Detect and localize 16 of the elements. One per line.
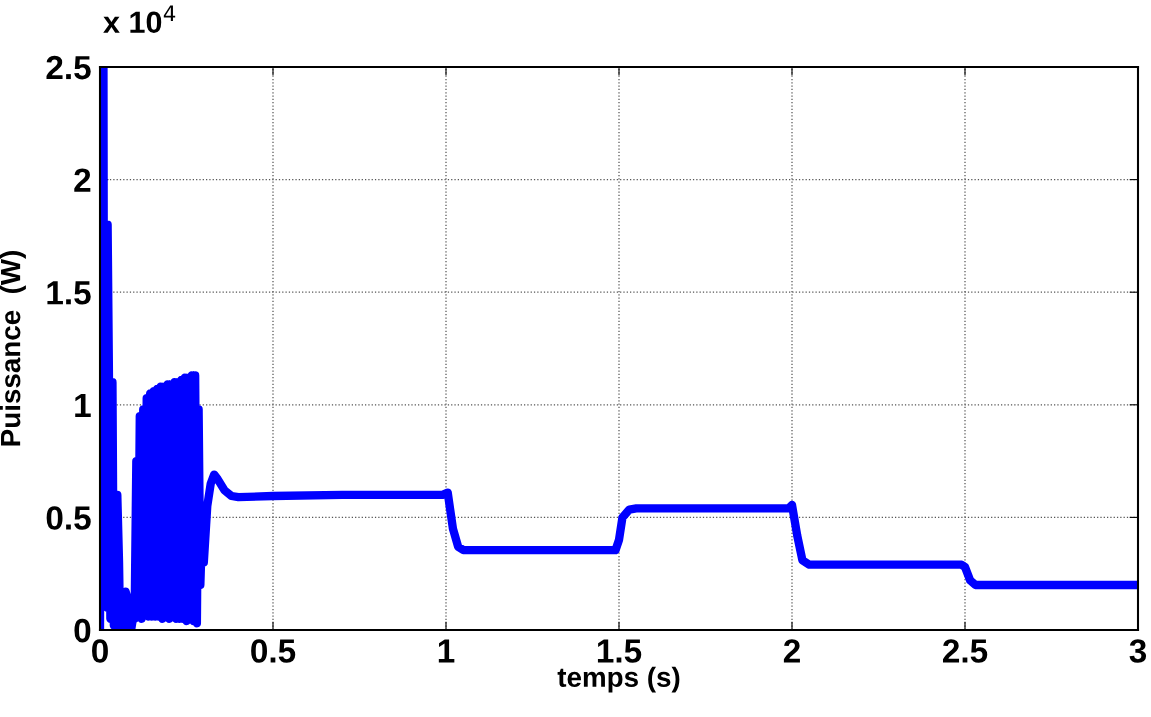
y-tick-label: 0 [74,618,91,643]
x-tick-label: 1 [438,639,455,663]
x-tick-label: 0.5 [251,639,296,663]
text: x 10$^{4}$ [103,5,176,34]
y-tick-label: 2 [74,168,91,192]
y-tick-label: 2.5 [46,55,91,80]
x-tick-label: 3 [1129,639,1147,663]
y-tick-label: 1.5 [47,281,91,305]
x-tick-label: 1.5 [597,639,642,663]
x-tick-label: 2.5 [942,639,988,663]
x-tick-label: 2 [783,639,800,663]
x-tick-label: 0 [92,639,108,663]
y-tick-label: 1 [75,393,91,417]
x-axis-title: temps (s) [557,666,680,693]
y-axis-title: Puissance (W) [0,251,26,446]
y-tick-label: 0.5 [46,506,91,530]
